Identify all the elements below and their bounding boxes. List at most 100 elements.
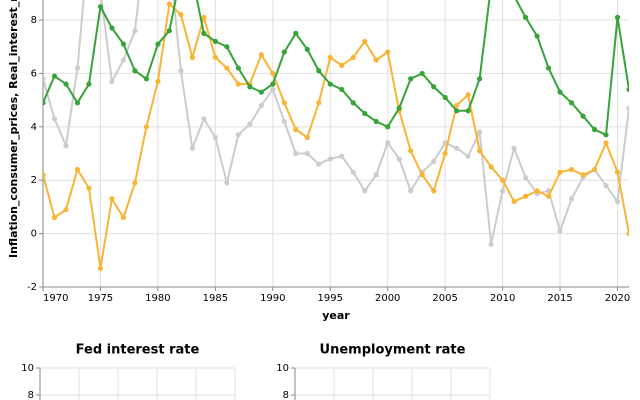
point: [408, 76, 414, 82]
point: [189, 145, 195, 151]
point: [408, 148, 414, 154]
point: [212, 54, 218, 61]
point: [201, 14, 207, 20]
point: [109, 78, 115, 85]
point: [580, 172, 586, 178]
point: [224, 180, 230, 186]
point: [316, 100, 322, 106]
point: [235, 81, 241, 87]
point: [132, 68, 138, 74]
point: [614, 14, 621, 20]
point: [431, 188, 437, 194]
point: [155, 41, 161, 47]
point: [86, 81, 92, 87]
point: [247, 121, 253, 127]
point: [454, 102, 460, 109]
point: [603, 132, 609, 138]
point: [304, 134, 310, 141]
point: [316, 161, 322, 167]
point: [258, 102, 264, 109]
point: [545, 65, 552, 71]
y-tick-label: 8: [31, 15, 37, 26]
point: [534, 188, 540, 194]
point: [63, 81, 69, 87]
point: [591, 166, 598, 173]
point: [120, 57, 127, 63]
point: [132, 28, 138, 34]
point: [603, 182, 609, 189]
point: [43, 76, 46, 82]
point: [557, 228, 563, 234]
point: [63, 142, 69, 149]
point: [465, 92, 471, 98]
point: [270, 81, 276, 87]
point: [500, 188, 506, 194]
point: [281, 49, 287, 55]
point: [477, 148, 483, 154]
point: [339, 153, 345, 159]
point: [362, 110, 368, 117]
plot-area: [43, 0, 629, 271]
point: [488, 164, 494, 170]
x-tick-label: 1975: [88, 293, 113, 304]
point: [74, 65, 81, 71]
point: [155, 78, 161, 85]
point: [74, 100, 81, 106]
point: [86, 185, 92, 191]
point: [522, 174, 529, 181]
y-tick-label: 8: [283, 390, 289, 400]
point: [339, 86, 345, 93]
point: [396, 105, 402, 111]
y-tick-label: 2: [31, 175, 37, 186]
point: [626, 86, 629, 93]
point: [442, 94, 448, 101]
point: [270, 86, 276, 93]
point: [385, 124, 391, 130]
point: [327, 54, 333, 61]
point: [304, 46, 310, 52]
x-tick-label: 2000: [375, 293, 400, 304]
point: [522, 193, 529, 199]
x-tick-label: 2010: [490, 293, 515, 304]
point: [465, 153, 471, 159]
point: [442, 150, 448, 157]
point: [270, 70, 276, 77]
point: [477, 129, 483, 135]
x-tick-label: 1980: [145, 293, 170, 304]
point: [614, 169, 621, 175]
point: [454, 145, 460, 151]
series-line: [43, 0, 629, 245]
point: [166, 28, 172, 34]
point: [603, 140, 609, 146]
point: [258, 89, 264, 95]
x-tick-label: 2015: [547, 293, 572, 304]
point: [235, 65, 241, 71]
point: [385, 140, 391, 146]
point: [316, 68, 322, 74]
point: [51, 116, 58, 122]
point: [43, 172, 46, 178]
point: [74, 166, 81, 173]
point: [373, 118, 379, 125]
point: [97, 4, 104, 10]
point: [293, 30, 299, 36]
y-tick-label: -2: [27, 282, 37, 293]
point: [477, 76, 483, 82]
point: [327, 81, 333, 87]
point: [166, 1, 172, 7]
point: [132, 180, 138, 186]
point: [419, 70, 425, 77]
point: [500, 177, 506, 183]
chart-title: Fed interest rate: [76, 343, 200, 358]
x-tick-label: 1995: [318, 293, 343, 304]
point: [511, 145, 517, 151]
point: [304, 150, 310, 157]
point: [385, 49, 391, 55]
point: [224, 44, 230, 50]
point: [373, 172, 379, 178]
point: [201, 30, 207, 36]
x-tick-label: 1990: [260, 293, 285, 304]
y-tick-label: 6: [31, 68, 37, 79]
